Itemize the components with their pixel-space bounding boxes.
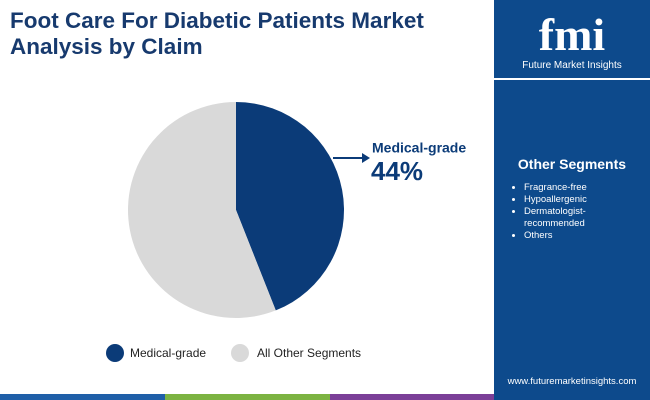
pie-slice xyxy=(128,102,276,318)
chart-title: Foot Care For Diabetic Patients Market A… xyxy=(10,8,424,59)
brand-name: Future Market Insights xyxy=(522,60,622,71)
strip-part xyxy=(165,394,330,400)
logo: fmi xyxy=(538,9,606,60)
panel-list: Fragrance-freeHypoallergenicDermatologis… xyxy=(508,182,624,242)
panel-item: Dermatologist-recommended xyxy=(524,206,624,230)
footer-url: www.futuremarketinsights.com xyxy=(507,376,637,387)
strip-part xyxy=(494,394,650,400)
divider xyxy=(494,78,650,80)
legend-swatch xyxy=(231,344,249,362)
panel-item: Fragrance-free xyxy=(524,182,624,194)
legend-swatch xyxy=(106,344,124,362)
panel-item: Hypoallergenic xyxy=(524,194,624,206)
legend-label: Medical-grade xyxy=(130,346,206,360)
panel-item: Others xyxy=(524,230,624,242)
legend-label: All Other Segments xyxy=(257,346,361,360)
side-panel: fmi Future Market Insights Other Segment… xyxy=(494,0,650,394)
panel-title: Other Segments xyxy=(517,156,627,172)
data-label: 44% xyxy=(371,156,423,186)
color-strip xyxy=(0,394,650,400)
chart: Medical-grade 44% Medical-grade All Other… xyxy=(106,102,466,362)
annotation-label: Medical-grade xyxy=(372,140,466,156)
pie-slice xyxy=(236,102,345,311)
strip-part xyxy=(330,394,494,400)
annotation-arrowhead xyxy=(362,153,370,163)
strip-part xyxy=(0,394,165,400)
